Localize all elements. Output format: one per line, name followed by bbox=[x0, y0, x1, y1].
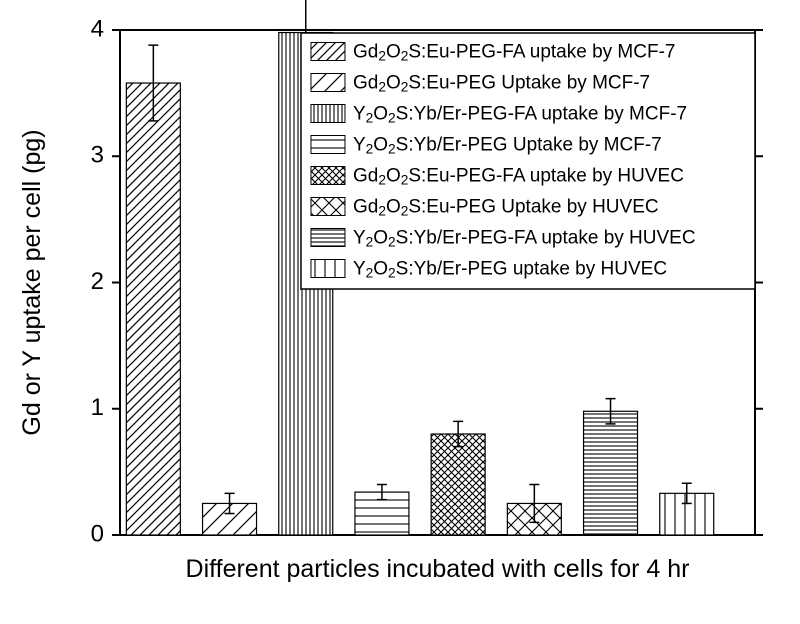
legend-swatch bbox=[311, 136, 345, 154]
ytick-label: 0 bbox=[91, 520, 104, 547]
yaxis-label: Gd or Y uptake per cell (pg) bbox=[18, 129, 46, 435]
legend-swatch bbox=[311, 43, 345, 61]
legend-swatch bbox=[311, 167, 345, 185]
legend-swatch bbox=[311, 74, 345, 92]
bar-b7 bbox=[584, 411, 638, 535]
bar-b1 bbox=[126, 83, 180, 535]
legend-label: Y2O2S:Yb/Er-PEG uptake by HUVEC bbox=[353, 259, 667, 281]
legend-swatch bbox=[311, 198, 345, 216]
legend-label: Gd2O2S:Eu-PEG Uptake by HUVEC bbox=[353, 197, 659, 219]
xaxis-label: Different particles incubated with cells… bbox=[186, 555, 690, 583]
legend-label: Y2O2S:Yb/Er-PEG-FA uptake by HUVEC bbox=[353, 228, 696, 250]
ytick-label: 1 bbox=[91, 394, 104, 421]
legend-label: Gd2O2S:Eu-PEG Uptake by MCF-7 bbox=[353, 73, 650, 95]
legend: Gd2O2S:Eu-PEG-FA uptake by MCF-7Gd2O2S:E… bbox=[301, 33, 755, 289]
legend-label: Y2O2S:Yb/Er-PEG-FA uptake by MCF-7 bbox=[353, 104, 687, 126]
ytick-label: 2 bbox=[91, 268, 104, 295]
ytick-label: 3 bbox=[91, 142, 104, 169]
legend-swatch bbox=[311, 260, 345, 278]
ytick-label: 4 bbox=[91, 15, 104, 42]
legend-swatch bbox=[311, 229, 345, 247]
legend-label: Y2O2S:Yb/Er-PEG Uptake by MCF-7 bbox=[353, 135, 662, 157]
legend-swatch bbox=[311, 105, 345, 123]
bar-b5 bbox=[431, 434, 485, 535]
uptake-bar-chart: 0 1 2 3 4 Gd or Y uptake per cell (pg) Differe… bbox=[0, 0, 800, 624]
